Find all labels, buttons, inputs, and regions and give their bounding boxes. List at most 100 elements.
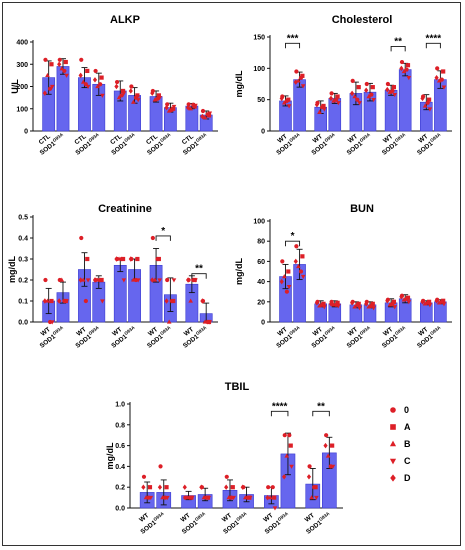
data-point [364, 87, 369, 93]
data-point [95, 83, 100, 89]
y-tick-label: 100 [16, 106, 28, 113]
data-point [406, 300, 412, 305]
significance-label: * [291, 231, 295, 242]
data-point [93, 68, 98, 74]
x-tick-label: WT [138, 512, 150, 524]
y-tick-label: 200 [16, 84, 28, 91]
data-point [352, 94, 358, 99]
data-point [300, 84, 306, 89]
y-tick-label: 0 [261, 320, 265, 327]
data-point [85, 68, 90, 74]
data-point [186, 102, 191, 107]
x-tick-label-sup: G93A [318, 510, 331, 522]
data-point [205, 319, 210, 325]
significance-label: **** [272, 401, 288, 412]
x-tick-label-sup: G93A [123, 324, 136, 336]
y-tick-label: 0.5 [18, 215, 28, 222]
data-point [265, 494, 270, 501]
x-tick-label-sup: G93A [359, 131, 372, 143]
data-point [387, 302, 393, 307]
legend-label: D [404, 473, 411, 483]
y-tick-label: 0.6 [115, 443, 125, 450]
data-point [43, 57, 48, 62]
data-point [282, 474, 287, 480]
data-point [62, 298, 67, 304]
significance-label: ** [195, 264, 203, 275]
data-point [385, 298, 390, 304]
legend-marker [389, 440, 397, 447]
legend-marker [390, 407, 396, 413]
data-point [286, 284, 292, 290]
data-point [128, 256, 133, 262]
significance-label: **** [426, 33, 442, 44]
data-point [150, 235, 155, 241]
x-tick-label-sup: G93A [194, 510, 207, 522]
data-point [121, 278, 127, 283]
x-tick-label-sup: G93A [152, 510, 165, 522]
data-point [328, 464, 333, 469]
data-point [294, 244, 299, 249]
data-point [289, 464, 294, 469]
y-axis-label: U/L [10, 79, 20, 94]
data-point [335, 300, 340, 305]
data-point [281, 100, 287, 105]
data-point [98, 277, 103, 283]
data-point [306, 474, 312, 480]
data-point [391, 299, 397, 304]
data-point [434, 298, 439, 304]
data-point [300, 73, 305, 78]
x-tick-label: SOD1G93A [274, 324, 303, 349]
data-point [420, 299, 425, 305]
data-point [199, 484, 204, 490]
data-point [114, 256, 119, 262]
data-point [99, 75, 104, 80]
x-tick-label: WT [347, 133, 359, 145]
x-tick-label: WT [180, 512, 192, 524]
x-tick-label: WT [40, 326, 52, 338]
data-point [42, 298, 47, 304]
data-point [435, 66, 440, 71]
data-point [300, 274, 306, 280]
x-tick-label-sup: G93A [235, 510, 248, 522]
data-point [364, 81, 369, 87]
data-point [57, 298, 62, 304]
data-point [392, 305, 398, 310]
data-point [422, 103, 428, 108]
data-point [331, 98, 336, 103]
x-tick-label: SOD1G93A [380, 324, 409, 349]
data-point [390, 88, 395, 93]
data-point [224, 484, 229, 490]
legend-marker [390, 474, 396, 482]
data-point [352, 304, 358, 309]
data-point [114, 83, 119, 90]
data-point [157, 278, 162, 283]
data-point [370, 85, 375, 90]
data-point [284, 289, 290, 294]
data-point [79, 57, 84, 62]
data-point [314, 300, 320, 306]
significance-bracket [285, 42, 301, 49]
data-point [85, 256, 90, 262]
significance-bracket [285, 240, 301, 247]
y-axis-label: mg/dL [234, 258, 244, 285]
x-tick-label-sup: G93A [429, 131, 442, 143]
data-point [59, 66, 65, 71]
data-point [47, 319, 53, 325]
data-point [200, 113, 205, 120]
data-point [350, 78, 355, 83]
data-point [129, 84, 134, 89]
data-point [335, 94, 340, 99]
data-point [357, 101, 362, 106]
data-point [336, 101, 341, 106]
data-point [188, 298, 193, 303]
data-point [49, 62, 54, 67]
legend-marker [389, 458, 397, 465]
data-point [287, 433, 292, 438]
data-point [133, 95, 139, 100]
data-point [399, 59, 405, 65]
significance-label: ** [317, 401, 325, 412]
data-point [121, 91, 127, 96]
data-point [369, 303, 374, 308]
